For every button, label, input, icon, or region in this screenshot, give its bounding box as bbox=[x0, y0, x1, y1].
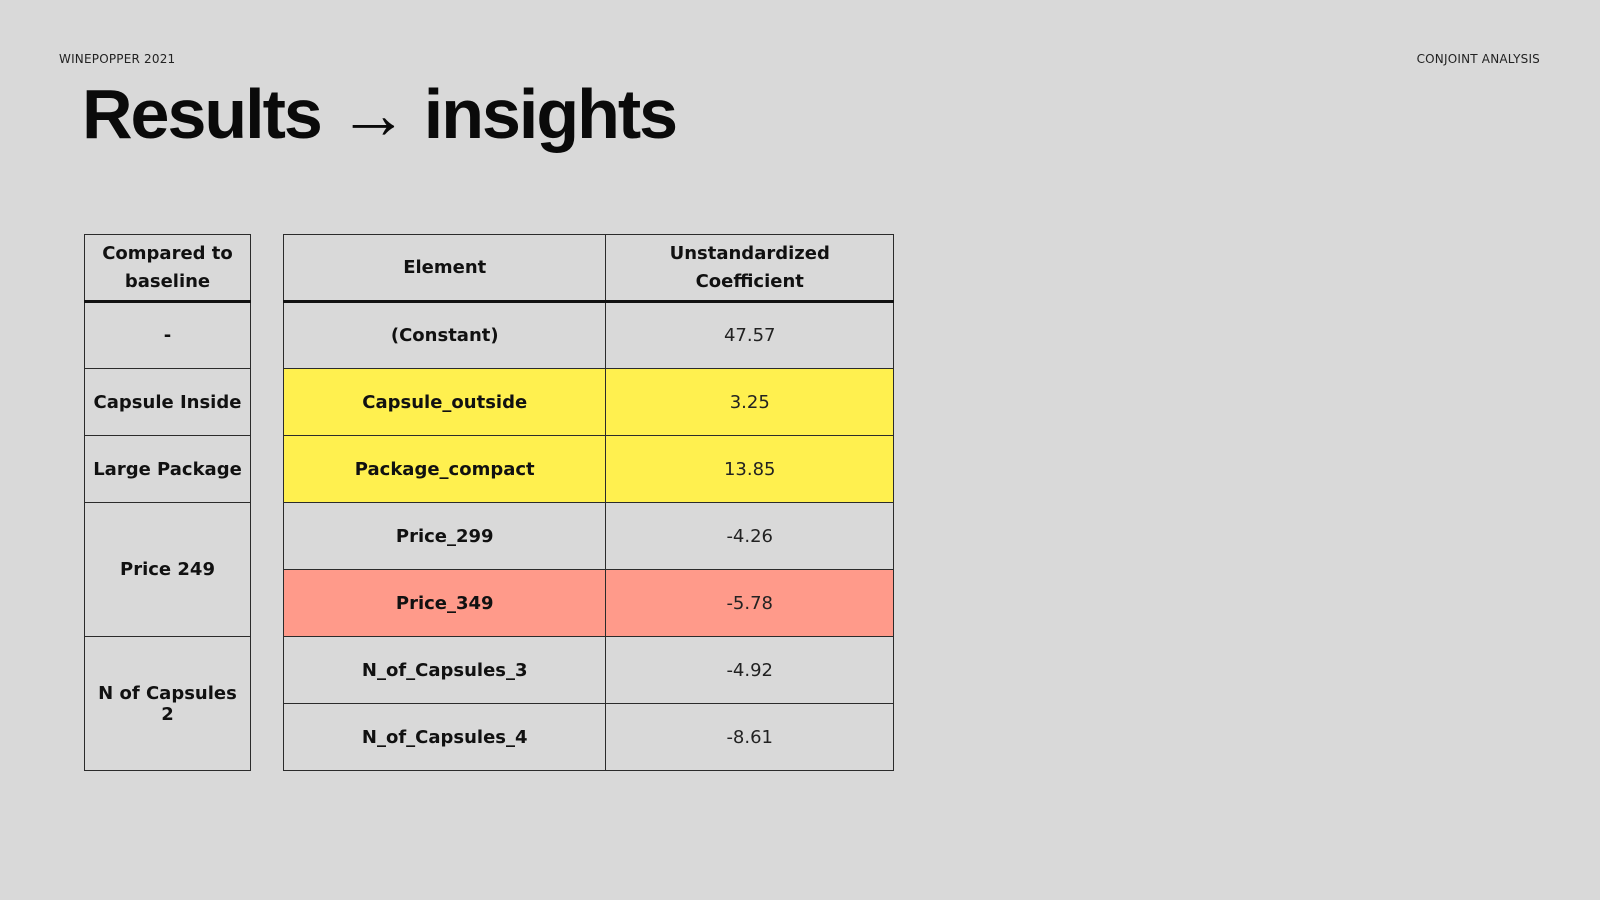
baseline-table: Compared to baseline - Capsule Inside La… bbox=[84, 234, 251, 771]
table-row: N_of_Capsules_3 -4.92 bbox=[282, 636, 894, 704]
table-row: Price_349 -5.78 bbox=[282, 569, 894, 637]
table-row: Package_compact 13.85 bbox=[282, 435, 894, 503]
coefficient-cell: -4.92 bbox=[605, 636, 894, 704]
page-title: Results → insights bbox=[82, 75, 678, 153]
coefficient-cell: -5.78 bbox=[605, 569, 894, 637]
table-row: Price_299 -4.26 bbox=[282, 502, 894, 570]
element-cell: Price_349 bbox=[282, 569, 607, 637]
baseline-row: Large Package bbox=[84, 435, 251, 503]
coefficient-cell: 47.57 bbox=[605, 301, 894, 369]
element-column-header: Element bbox=[282, 234, 607, 303]
coefficient-table-body: (Constant) 47.57 Capsule_outside 3.25 Packag… bbox=[282, 301, 894, 771]
coefficient-cell: 3.25 bbox=[605, 368, 894, 436]
element-cell: (Constant) bbox=[282, 301, 607, 369]
baseline-row: Price 249 bbox=[84, 502, 251, 637]
element-cell: N_of_Capsules_4 bbox=[282, 703, 607, 771]
element-cell: Capsule_outside bbox=[282, 368, 607, 436]
coefficient-table: Element Unstandardized Coefficient (Cons… bbox=[282, 234, 894, 771]
element-cell: Package_compact bbox=[282, 435, 607, 503]
baseline-header-row: Compared to baseline bbox=[84, 234, 251, 303]
coefficient-header-row: Element Unstandardized Coefficient bbox=[282, 234, 894, 303]
baseline-cell: - bbox=[84, 301, 251, 369]
baseline-cell: Price 249 bbox=[84, 502, 251, 637]
header-right-label: CONJOINT ANALYSIS bbox=[1416, 52, 1540, 66]
table-row: (Constant) 47.57 bbox=[282, 301, 894, 369]
coefficient-column-header: Unstandardized Coefficient bbox=[605, 234, 894, 303]
baseline-row: - bbox=[84, 301, 251, 369]
table-row: N_of_Capsules_4 -8.61 bbox=[282, 703, 894, 771]
coefficient-cell: 13.85 bbox=[605, 435, 894, 503]
table-row: Capsule_outside 3.25 bbox=[282, 368, 894, 436]
coefficient-cell: -8.61 bbox=[605, 703, 894, 771]
element-cell: N_of_Capsules_3 bbox=[282, 636, 607, 704]
header-left-label: WINEPOPPER 2021 bbox=[59, 52, 176, 66]
baseline-cell: Capsule Inside bbox=[84, 368, 251, 436]
baseline-cell: Large Package bbox=[84, 435, 251, 503]
baseline-header: Compared to baseline bbox=[84, 234, 251, 303]
baseline-cell: N of Capsules 2 bbox=[84, 636, 251, 771]
baseline-row: N of Capsules 2 bbox=[84, 636, 251, 771]
element-cell: Price_299 bbox=[282, 502, 607, 570]
coefficient-cell: -4.26 bbox=[605, 502, 894, 570]
baseline-row: Capsule Inside bbox=[84, 368, 251, 436]
